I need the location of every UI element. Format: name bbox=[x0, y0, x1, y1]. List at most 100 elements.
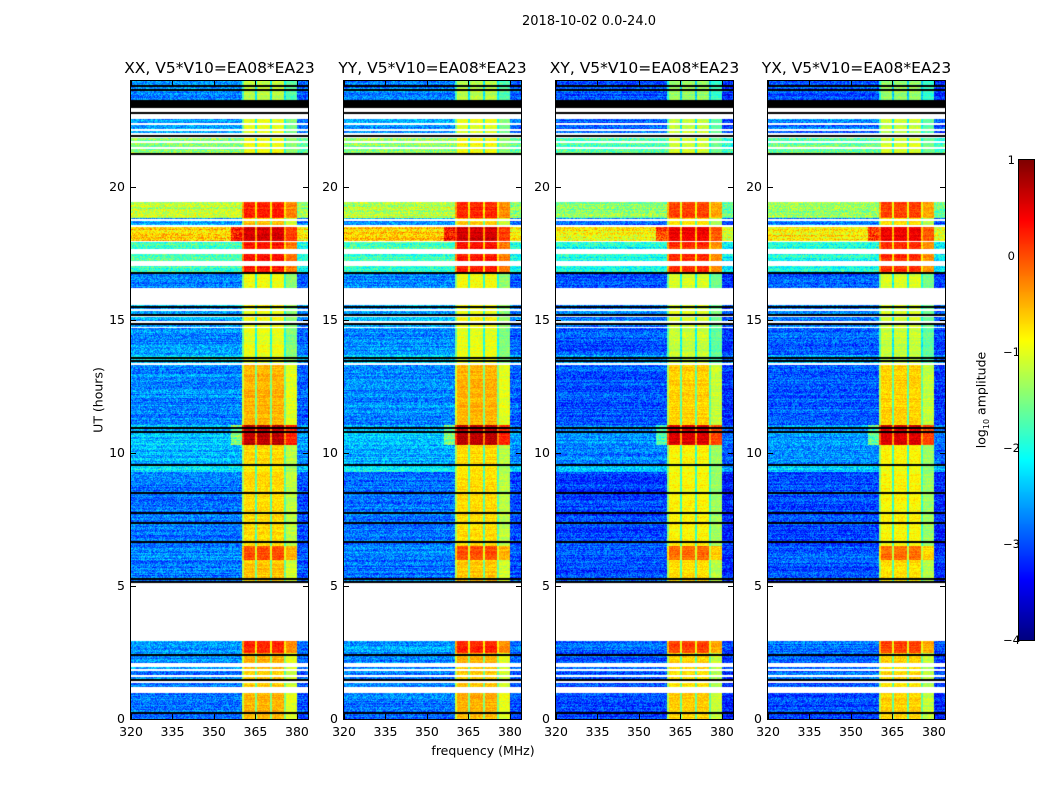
x-tick-mark bbox=[172, 714, 174, 719]
colorbar bbox=[1018, 159, 1035, 641]
x-tick-mark bbox=[131, 714, 132, 719]
y-tick-label: 15 bbox=[746, 312, 762, 328]
x-tick-mark bbox=[213, 714, 215, 719]
y-tick-mark bbox=[940, 187, 945, 189]
y-tick-label: 0 bbox=[117, 711, 125, 726]
y-tick-mark bbox=[556, 719, 561, 720]
y-tick-mark bbox=[303, 719, 308, 720]
x-tick-mark bbox=[255, 714, 257, 719]
y-tick-mark bbox=[131, 719, 136, 720]
y-tick-label: 20 bbox=[322, 179, 338, 195]
figure-title: 2018-10-02 0.0-24.0 bbox=[522, 14, 656, 29]
x-tick-mark bbox=[468, 81, 470, 86]
y-tick-mark bbox=[728, 320, 733, 322]
x-tick-mark bbox=[680, 81, 682, 86]
colorbar-tick-label: −2 bbox=[1003, 441, 1020, 455]
y-tick-mark bbox=[344, 320, 349, 322]
x-tick-mark bbox=[638, 81, 640, 86]
y-tick-mark bbox=[728, 586, 733, 588]
colorbar-tick-label: 0 bbox=[1007, 249, 1015, 263]
x-tick-label: 350 bbox=[202, 724, 226, 739]
y-tick-mark bbox=[303, 320, 308, 322]
x-tick-label: 380 bbox=[922, 724, 946, 739]
x-tick-mark bbox=[933, 714, 935, 719]
x-tick-label: 335 bbox=[585, 724, 610, 739]
y-tick-label: 15 bbox=[109, 312, 125, 328]
x-tick-label: 335 bbox=[373, 724, 398, 739]
x-tick-mark bbox=[385, 81, 387, 86]
x-tick-label: 320 bbox=[119, 724, 143, 739]
y-tick-label: 0 bbox=[754, 711, 762, 726]
x-tick-label: 365 bbox=[668, 724, 693, 739]
colorbar-label-subscript: 10 bbox=[981, 418, 991, 430]
x-tick-label: 380 bbox=[285, 724, 309, 739]
x-tick-label: 320 bbox=[756, 724, 780, 739]
y-tick-mark bbox=[940, 453, 945, 455]
y-tick-label: 15 bbox=[322, 312, 338, 328]
y-tick-label: 10 bbox=[109, 445, 125, 461]
x-tick-mark bbox=[296, 81, 298, 86]
y-tick-mark bbox=[728, 187, 733, 189]
y-tick-mark bbox=[940, 320, 945, 322]
x-tick-mark bbox=[768, 714, 769, 719]
x-tick-mark bbox=[296, 714, 298, 719]
y-tick-label: 5 bbox=[754, 578, 762, 594]
x-tick-label: 335 bbox=[160, 724, 185, 739]
x-tick-mark bbox=[344, 81, 345, 86]
x-axis-label: frequency (MHz) bbox=[431, 743, 535, 758]
heatmap-cells bbox=[131, 81, 308, 719]
y-tick-label: 5 bbox=[330, 578, 338, 594]
y-tick-mark bbox=[344, 719, 349, 720]
y-tick-mark bbox=[303, 586, 308, 588]
y-tick-mark bbox=[768, 453, 773, 455]
y-tick-label: 20 bbox=[746, 179, 762, 195]
x-tick-mark bbox=[172, 81, 174, 86]
y-tick-label: 20 bbox=[109, 179, 125, 195]
x-tick-label: 320 bbox=[332, 724, 356, 739]
heatmap-cells bbox=[556, 81, 733, 719]
y-tick-label: 20 bbox=[534, 179, 550, 195]
x-tick-mark bbox=[509, 714, 511, 719]
y-tick-label: 15 bbox=[534, 312, 550, 328]
y-axis-label: UT (hours) bbox=[90, 367, 106, 433]
y-tick-mark bbox=[516, 187, 521, 189]
y-tick-mark bbox=[303, 187, 308, 189]
y-tick-mark bbox=[131, 320, 136, 322]
y-tick-label: 10 bbox=[322, 445, 338, 461]
y-tick-mark bbox=[131, 586, 136, 588]
colorbar-tick-label: 1 bbox=[1007, 153, 1015, 167]
x-tick-mark bbox=[850, 81, 852, 86]
x-tick-label: 380 bbox=[498, 724, 522, 739]
y-tick-mark bbox=[516, 320, 521, 322]
y-tick-mark bbox=[940, 586, 945, 588]
x-tick-label: 350 bbox=[839, 724, 863, 739]
y-tick-mark bbox=[940, 719, 945, 720]
y-tick-mark bbox=[768, 187, 773, 189]
x-tick-mark bbox=[680, 714, 682, 719]
y-tick-mark bbox=[728, 719, 733, 720]
colorbar-tick-label: −1 bbox=[1003, 345, 1020, 359]
x-tick-label: 365 bbox=[880, 724, 905, 739]
y-tick-mark bbox=[516, 453, 521, 455]
y-tick-mark bbox=[131, 187, 136, 189]
x-tick-mark bbox=[344, 714, 345, 719]
spectrogram-panel bbox=[130, 80, 309, 720]
x-tick-mark bbox=[385, 714, 387, 719]
y-tick-mark bbox=[344, 187, 349, 189]
y-tick-label: 10 bbox=[746, 445, 762, 461]
x-tick-label: 365 bbox=[456, 724, 481, 739]
x-tick-mark bbox=[468, 714, 470, 719]
x-tick-label: 335 bbox=[797, 724, 822, 739]
y-tick-label: 5 bbox=[542, 578, 550, 594]
x-tick-mark bbox=[556, 81, 557, 86]
panel-title: YX, V5*V10=EA08*EA23 bbox=[761, 59, 952, 77]
y-tick-mark bbox=[344, 586, 349, 588]
heatmap-cells bbox=[344, 81, 521, 719]
x-tick-mark bbox=[597, 714, 599, 719]
y-tick-mark bbox=[556, 453, 561, 455]
y-tick-mark bbox=[516, 719, 521, 720]
y-tick-label: 0 bbox=[330, 711, 338, 726]
x-tick-mark bbox=[721, 81, 723, 86]
y-tick-mark bbox=[303, 453, 308, 455]
y-tick-mark bbox=[556, 187, 561, 189]
